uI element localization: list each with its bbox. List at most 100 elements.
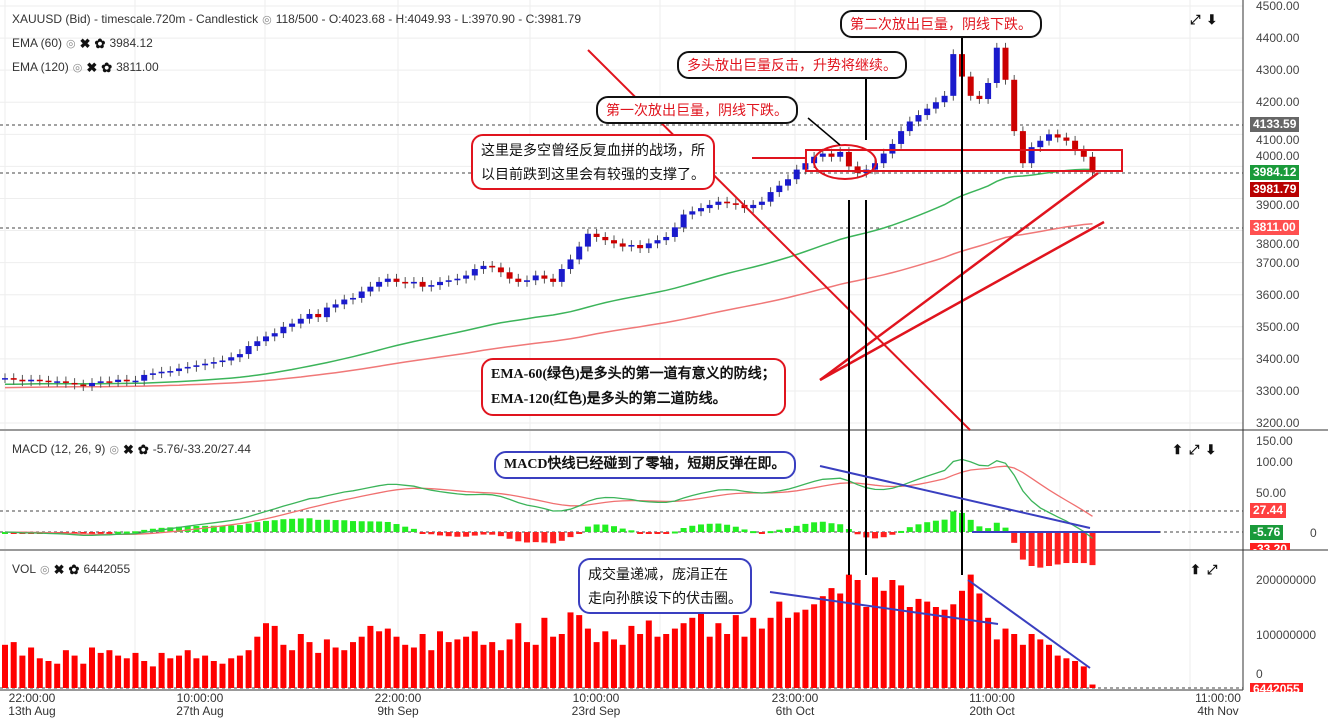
- gear-icon[interactable]: ✿: [68, 561, 80, 577]
- volume-bar: [793, 612, 800, 688]
- volume-bar: [89, 647, 95, 688]
- macd-histogram-bar: [654, 532, 661, 534]
- macd-histogram-bar: [419, 532, 426, 534]
- macd-histogram-bar: [576, 532, 583, 534]
- last-high-tag: 4133.59: [1250, 117, 1300, 132]
- volume-bar: [350, 642, 356, 688]
- candle-body: [567, 259, 574, 270]
- volume-bar: [724, 634, 731, 688]
- volume-bar: [602, 631, 609, 688]
- candle-body: [663, 236, 670, 241]
- maximize-icon[interactable]: ⤢: [1188, 442, 1200, 457]
- volume-bar: [419, 634, 426, 688]
- maximize-icon[interactable]: ⤢: [1206, 562, 1218, 577]
- candle-body: [176, 368, 182, 372]
- eye-icon[interactable]: ◎: [66, 37, 76, 50]
- close-icon[interactable]: ✖: [86, 59, 98, 75]
- vol-label: VOL: [12, 562, 37, 576]
- time-tick-label: 10:00:00 27th Aug: [176, 691, 224, 718]
- candle-body: [2, 378, 8, 380]
- macd-histogram-bar: [950, 511, 957, 532]
- candle-body: [602, 236, 609, 241]
- macd-histogram-bar: [358, 521, 365, 532]
- candle-body: [967, 76, 974, 96]
- eye-icon[interactable]: ◎: [109, 443, 119, 456]
- eye-icon[interactable]: ◎: [262, 13, 272, 26]
- close-icon[interactable]: ✖: [122, 441, 134, 457]
- macd-histogram-bar: [463, 532, 470, 537]
- candle-body: [123, 379, 130, 382]
- volume-bar: [637, 634, 644, 688]
- move-down-icon[interactable]: ⬇: [1205, 442, 1217, 457]
- maximize-icon[interactable]: ⤢: [1190, 12, 1201, 27]
- volume-bar: [1046, 644, 1052, 688]
- volume-bar: [36, 658, 43, 688]
- volume-bar: [880, 590, 887, 688]
- candle-body: [289, 323, 296, 327]
- volume-bar: [515, 623, 522, 688]
- volume-bar: [828, 588, 835, 688]
- candle-body: [993, 47, 1000, 83]
- move-down-icon[interactable]: ⬇: [1206, 12, 1218, 27]
- symbol-label: XAUUSD (Bid) - timescale.720m - Candlest…: [12, 12, 259, 26]
- gear-icon[interactable]: ✿: [137, 441, 149, 457]
- candle-body: [758, 201, 765, 205]
- gear-icon[interactable]: ✿: [94, 35, 106, 51]
- macd-histogram-bar: [993, 522, 1000, 532]
- macd-histogram-bar: [1037, 532, 1044, 568]
- candle-body: [724, 201, 731, 204]
- macd-histogram-bar: [341, 520, 348, 532]
- volume-bar: [645, 620, 652, 688]
- volume-bar: [993, 639, 1000, 688]
- macd-histogram-bar: [2, 532, 8, 534]
- time-tick-label: 22:00:00 9th Sep: [374, 691, 422, 718]
- volume-bar: [550, 636, 557, 688]
- candle-body: [19, 379, 26, 382]
- eye-icon[interactable]: ◎: [40, 563, 50, 576]
- macd-histogram-bar: [228, 525, 235, 532]
- candle-body: [480, 265, 487, 270]
- price-tick-label: 3900.00: [1256, 198, 1300, 212]
- candle-body: [54, 381, 61, 383]
- volume-bar: [393, 636, 400, 688]
- candle-body: [323, 307, 330, 318]
- macd-histogram-bar: [567, 532, 574, 538]
- macd-tick-label: 150.00: [1256, 434, 1293, 448]
- volume-bar: [1072, 661, 1079, 688]
- macd-histogram-bar: [506, 532, 513, 539]
- ohlc-stats: 118/500 - O:4023.68 - H:4049.93 - L:3970…: [275, 12, 582, 26]
- close-icon[interactable]: ✖: [53, 561, 65, 577]
- eye-icon[interactable]: ◎: [72, 61, 83, 74]
- volume-bar: [115, 655, 122, 688]
- candle-body: [158, 371, 165, 374]
- ema120-line: [4, 222, 1093, 389]
- candle-body: [463, 275, 470, 279]
- move-up-icon[interactable]: ⬆: [1172, 442, 1183, 457]
- ema120-label: EMA (120): [12, 60, 69, 74]
- candle-body: [263, 336, 269, 342]
- ema60-value: 3984.12: [109, 36, 153, 50]
- annotation-ellipse: [813, 144, 877, 180]
- candle-body: [210, 362, 217, 364]
- candle-body: [576, 246, 583, 260]
- candle-body: [36, 379, 43, 382]
- time-tick-label: 23:00:00 6th Oct: [771, 691, 819, 718]
- move-up-icon[interactable]: ⬆: [1190, 562, 1201, 577]
- candle-body: [280, 326, 287, 334]
- candle-body: [689, 211, 696, 215]
- volume-bar: [872, 577, 878, 688]
- volume-bar: [715, 623, 722, 688]
- candle-body: [228, 357, 235, 361]
- macd-label: MACD (12, 26, 9): [12, 442, 106, 456]
- macd-histogram-bar: [132, 531, 139, 534]
- macd-histogram-bar: [115, 531, 122, 534]
- candle-body: [732, 203, 739, 205]
- macd-histogram-bar: [985, 528, 992, 532]
- volume-bar: [593, 642, 600, 688]
- candle-body: [541, 275, 548, 279]
- gear-icon[interactable]: ✿: [101, 59, 113, 75]
- annotation-macd: MACD快线已经碰到了零轴，短期反弹在即。: [494, 451, 796, 479]
- macd-tick-label: 0: [1310, 526, 1317, 540]
- vol-panel-tools: ⬆ ⤢: [1190, 562, 1217, 578]
- close-icon[interactable]: ✖: [79, 35, 91, 51]
